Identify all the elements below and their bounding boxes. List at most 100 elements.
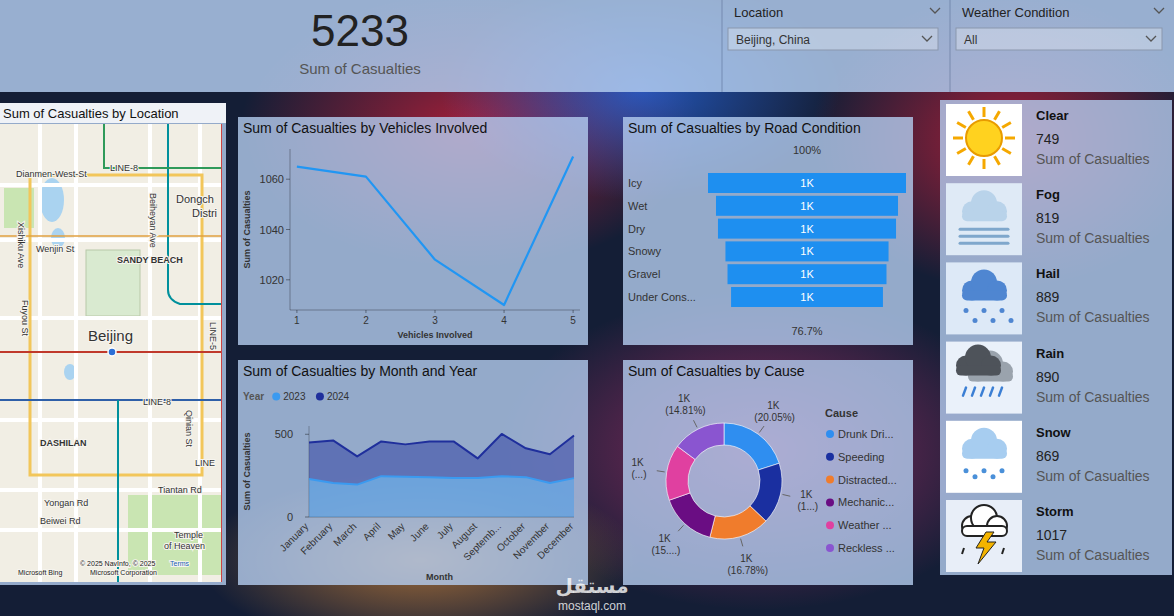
map-label: Temple	[174, 530, 203, 540]
panel-title: Sum of Casualties by Location	[3, 106, 179, 121]
slicer[interactable]: LocationBeijing, China	[722, 0, 940, 92]
metro-line	[117, 400, 119, 582]
y-tick-label: 500	[275, 428, 293, 440]
slicer-separator	[950, 0, 951, 92]
y-tick-label: 1060	[260, 173, 284, 185]
data-label-line: (...)	[631, 469, 646, 480]
legend-swatch	[826, 430, 834, 438]
rain-drop	[990, 388, 993, 396]
road	[0, 238, 222, 242]
card-value: 749	[1036, 131, 1060, 147]
kpi-value: 5233	[311, 6, 409, 55]
dashboard: 5233 Sum of Casualties LocationBeijing, Ch…	[0, 0, 1174, 616]
legend-label: Drunk Dri...	[838, 428, 894, 440]
data-label: 1K (14.81%)	[665, 393, 706, 416]
data-label-line: (16.78%)	[728, 565, 769, 576]
map-label: Yongan Rd	[44, 498, 88, 508]
slicer-box[interactable]	[728, 28, 938, 50]
cloud-part	[962, 290, 1007, 300]
card-value: 819	[1036, 210, 1060, 226]
data-label: 1K (15....)	[652, 533, 681, 556]
hail-stone	[973, 318, 978, 323]
slicer[interactable]: Weather ConditionAll	[950, 0, 1164, 92]
legend-label: 2024	[327, 391, 350, 402]
card-name: Clear	[1036, 108, 1069, 123]
leader-line	[693, 420, 697, 427]
y-tick-label: 1040	[260, 224, 284, 236]
map-visual: Sum of Casualties by LocationLINE-8Dianm…	[0, 103, 226, 585]
road	[0, 316, 222, 320]
slicer-value[interactable]: All	[964, 33, 977, 47]
weather-icon	[946, 421, 1022, 493]
sun-ray	[969, 156, 974, 165]
y-tick	[305, 517, 309, 518]
card-value: 890	[1036, 369, 1060, 385]
donut-slice	[669, 493, 715, 537]
map-label: Microsoft Corporation	[90, 569, 157, 577]
x-tick-label: Septemb...	[461, 521, 503, 563]
icon-background	[946, 104, 1022, 176]
cloud-part	[962, 211, 1007, 221]
card-name: Rain	[1036, 346, 1064, 361]
slicer-chevron	[930, 8, 940, 13]
y-tick	[305, 434, 309, 435]
fog-line	[960, 228, 1008, 231]
donut-slice	[710, 506, 766, 539]
y-tick	[286, 179, 290, 180]
hail-stone	[964, 308, 969, 313]
leader-line	[678, 525, 683, 531]
card-label: Sum of Casualties	[1036, 151, 1150, 167]
data-label: 1K (16.78%)	[728, 553, 769, 576]
icon-cloud	[962, 428, 1007, 459]
category-label: Snowy	[628, 245, 662, 257]
slicer-value[interactable]: Beijing, China	[736, 33, 810, 47]
sun-ray	[995, 111, 1000, 120]
icon-background	[946, 342, 1022, 414]
watermark: mostaql.com	[558, 599, 626, 613]
funnel-bar	[731, 287, 883, 307]
location-bubble	[108, 348, 116, 356]
hail-stone	[1009, 318, 1014, 323]
map-label: Qinian St	[184, 410, 194, 448]
y-tick-label: 1020	[260, 274, 284, 286]
weather-icon	[946, 104, 1022, 176]
weather-icon	[946, 500, 1022, 572]
snow-flake	[1000, 468, 1005, 473]
cloud-part	[956, 366, 1001, 376]
sun-ray	[1005, 137, 1015, 140]
x-tick-label: April	[361, 521, 383, 543]
category-label: Under Cons...	[628, 291, 696, 303]
sun-ray	[1002, 123, 1011, 128]
data-label-line: (15....)	[652, 545, 681, 556]
icon-background	[946, 262, 1022, 334]
category-label: Dry	[628, 223, 646, 235]
icon-background	[946, 183, 1022, 255]
chart-title: Sum of Casualties by Vehicles Involved	[243, 120, 487, 136]
sun-ray	[983, 159, 986, 169]
fog-line	[960, 235, 1008, 238]
x-tick	[573, 310, 574, 313]
x-tick	[365, 310, 366, 313]
slicer-chevron	[1146, 36, 1156, 41]
data-label-line: 1K	[800, 489, 815, 500]
watermark: مستقل	[555, 575, 628, 597]
weather-cards: Clear749Sum of CasualtiesFog819Sum of Ca…	[940, 100, 1172, 575]
data-label-line: (20.05%)	[754, 412, 795, 423]
card-value: 889	[1036, 289, 1060, 305]
data-label-line: 1K	[678, 393, 693, 404]
road	[0, 183, 222, 187]
metro-line	[221, 124, 222, 582]
legend-swatch	[826, 544, 834, 552]
kpi-label: Sum of Casualties	[299, 60, 421, 77]
card-value: 869	[1036, 448, 1060, 464]
panel	[238, 117, 588, 345]
slicer-box[interactable]	[956, 28, 1162, 50]
area-line	[309, 476, 574, 484]
legend-swatch	[826, 453, 834, 461]
map-label: DASHILAN	[40, 438, 87, 448]
slicer-chevron	[1154, 8, 1164, 13]
icon-cloud	[956, 345, 1001, 376]
map-label: Beijing	[88, 327, 133, 344]
data-label-line: 1K	[740, 553, 755, 564]
area-fill	[309, 434, 574, 485]
